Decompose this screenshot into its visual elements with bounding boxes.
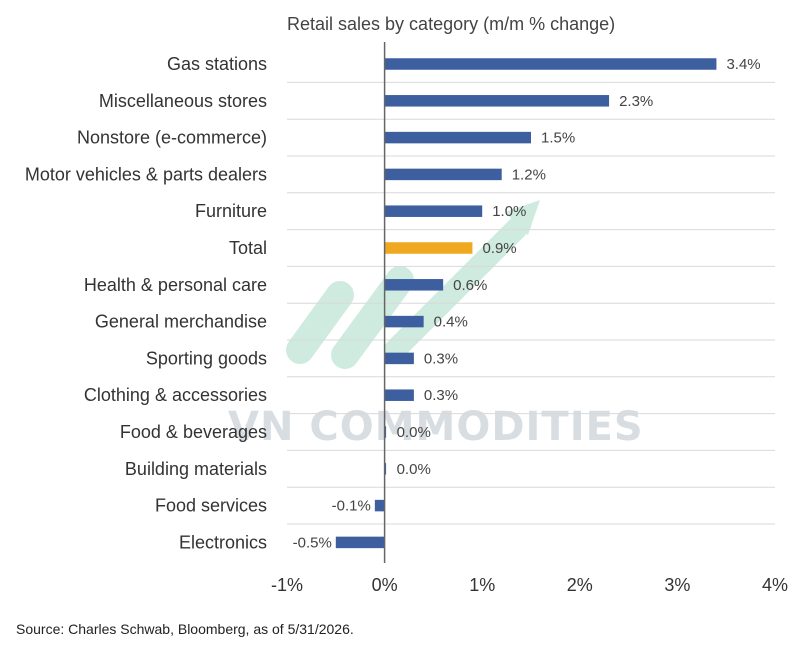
bar <box>374 499 385 512</box>
chart-title: Retail sales by category (m/m % change) <box>287 14 615 34</box>
bar <box>335 536 385 549</box>
value-label: 1.0% <box>492 203 526 220</box>
bar <box>384 95 610 107</box>
category-label: Electronics <box>179 532 267 552</box>
bar <box>384 168 502 181</box>
category-label: Health & personal care <box>84 275 267 295</box>
category-label: Miscellaneous stores <box>99 91 267 111</box>
gridlines <box>287 81 775 525</box>
x-tick-label: 1% <box>469 575 495 595</box>
category-label: Nonstore (e-commerce) <box>77 128 267 148</box>
watermark-logo-icon <box>286 200 540 369</box>
value-label: 3.4% <box>726 56 760 73</box>
category-label: Food & beverages <box>120 422 267 442</box>
value-label: 0.3% <box>424 387 458 404</box>
watermark-text: VN COMMODITIES <box>228 404 644 450</box>
bar <box>384 315 424 328</box>
x-tick-label: 4% <box>762 575 788 595</box>
category-label: Food services <box>155 496 267 516</box>
category-label: General merchandise <box>95 312 267 332</box>
x-tick-label: -1% <box>271 575 303 595</box>
source-note: Source: Charles Schwab, Bloomberg, as of… <box>16 621 354 637</box>
x-tick-labels: -1% 0% 1% 2% 3% 4% <box>271 575 788 595</box>
category-label: Furniture <box>195 201 267 221</box>
value-label: 1.2% <box>512 166 546 183</box>
bar <box>384 279 444 291</box>
bar <box>384 389 414 401</box>
bar <box>384 242 473 254</box>
bar <box>384 131 531 144</box>
bar <box>384 58 717 70</box>
category-label: Total <box>229 238 267 258</box>
x-tick-label: 3% <box>664 575 690 595</box>
x-tick-label: 0% <box>372 575 398 595</box>
value-label: 0.0% <box>397 424 431 441</box>
value-label: -0.1% <box>332 498 371 515</box>
value-labels: 3.4% 2.3% 1.5% 1.2% 1.0% 0.9% 0.6% 0.4% 0.3% 0.3%… <box>293 56 761 551</box>
value-label: 0.4% <box>434 314 468 331</box>
value-label: 0.0% <box>397 461 431 478</box>
category-label: Sporting goods <box>146 348 267 368</box>
value-label: 2.3% <box>619 93 653 110</box>
value-label: 0.9% <box>482 240 516 257</box>
watermark: VN COMMODITIES <box>228 200 644 450</box>
x-tick-label: 2% <box>567 575 593 595</box>
value-label: 1.5% <box>541 130 575 147</box>
category-label: Building materials <box>125 459 267 479</box>
bars <box>335 58 717 549</box>
value-label: 0.6% <box>453 277 487 294</box>
bar <box>384 352 414 365</box>
value-label: 0.3% <box>424 350 458 367</box>
bar <box>384 205 483 217</box>
category-label: Clothing & accessories <box>84 385 267 405</box>
category-label: Gas stations <box>167 54 267 74</box>
category-labels: Gas stations Miscellaneous stores Nonstore… <box>25 54 267 552</box>
category-label: Motor vehicles & parts dealers <box>25 164 267 184</box>
value-label: -0.5% <box>293 534 332 551</box>
